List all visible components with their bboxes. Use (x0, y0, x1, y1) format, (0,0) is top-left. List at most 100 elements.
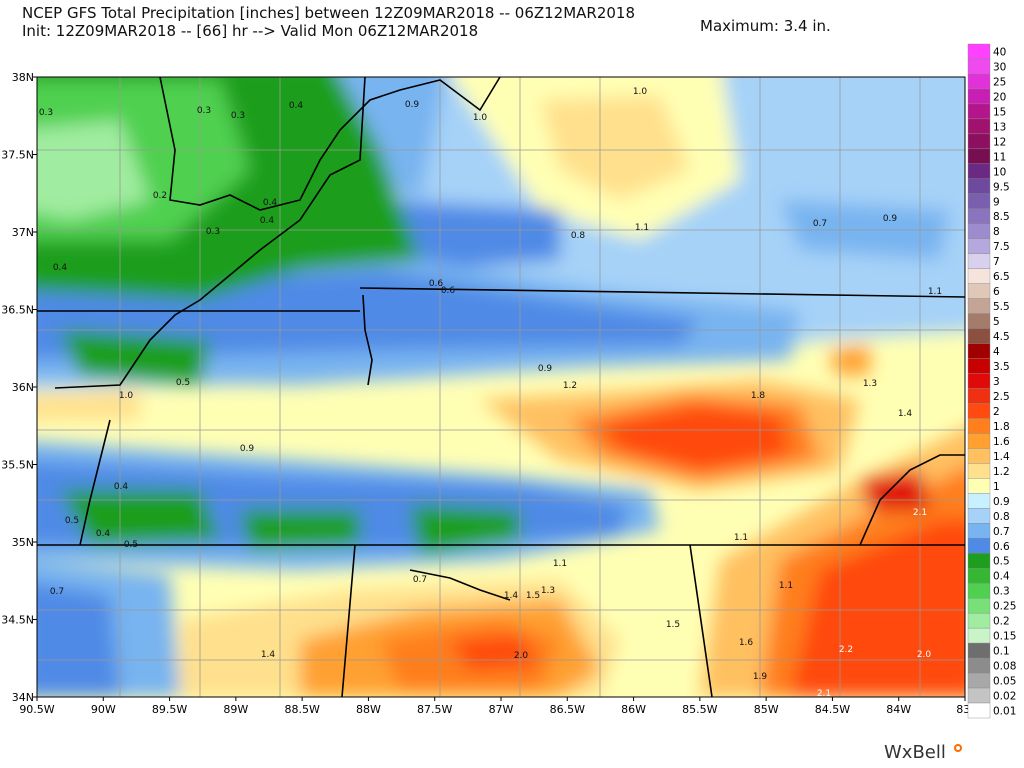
colorbar-swatch (967, 208, 991, 224)
colorbar-swatch (967, 568, 991, 584)
lat-label: 35.5N (1, 459, 34, 472)
colorbar-swatch (967, 657, 991, 674)
colorbar-label: 0.02 (993, 691, 1016, 703)
value-label: 0.4 (260, 216, 275, 226)
value-label: 1.5 (526, 591, 540, 601)
colorbar-swatch (967, 178, 991, 194)
colorbar-swatch (967, 583, 991, 599)
value-label: 0.7 (413, 575, 427, 585)
lat-label: 37.5N (1, 149, 34, 162)
colorbar-label: 4.5 (993, 331, 1010, 343)
colorbar-swatch (967, 58, 991, 75)
colorbar-swatch (967, 612, 991, 629)
colorbar-swatch (967, 433, 991, 449)
lon-label: 84W (886, 703, 911, 716)
value-label: 0.8 (571, 231, 586, 241)
colorbar-swatch (967, 253, 991, 269)
value-label: 0.3 (39, 108, 53, 118)
value-label: 1.0 (119, 391, 134, 401)
colorbar-label: 1.4 (993, 451, 1010, 463)
colorbar-swatch (967, 88, 991, 105)
colorbar-swatch (967, 493, 991, 509)
value-label: 2.2 (839, 645, 853, 655)
colorbar-label: 40 (993, 46, 1006, 58)
colorbar-label: 15 (993, 106, 1006, 118)
colorbar-swatch (967, 238, 991, 254)
lat-label: 36.5N (1, 304, 34, 317)
colorbar-label: 0.8 (993, 511, 1010, 523)
colorbar-label: 0.9 (993, 496, 1010, 508)
colorbar-swatch (967, 448, 991, 464)
colorbar-swatch (967, 418, 991, 434)
value-label: 0.4 (289, 101, 304, 111)
maximum: Maximum: 3.4 in. (700, 17, 831, 35)
value-label: 0.3 (231, 111, 245, 121)
colorbar-label: 0.25 (993, 601, 1016, 613)
colorbar-label: 2 (993, 406, 1000, 418)
colorbar-label: 5.5 (993, 301, 1010, 313)
lat-label: 36N (12, 381, 34, 394)
colorbar-label: 1 (993, 481, 1000, 493)
colorbar-swatch (967, 43, 991, 60)
value-label: 2.0 (917, 650, 932, 660)
value-label: 2.0 (514, 651, 529, 661)
value-label: 1.1 (553, 559, 567, 569)
colorbar-swatch (967, 403, 991, 419)
logo: WxBell (884, 742, 946, 763)
colorbar-swatch (967, 193, 991, 209)
value-label: 0.9 (538, 364, 553, 374)
lon-label: 85W (754, 703, 779, 716)
colorbar-label: 8 (993, 226, 1000, 238)
lon-label: 90.5W (19, 703, 54, 716)
colorbar-swatch (967, 358, 991, 374)
colorbar-label: 13 (993, 121, 1006, 133)
colorbar-swatch (967, 313, 991, 329)
value-label: 0.2 (153, 191, 167, 201)
colorbar-label: 1.8 (993, 421, 1010, 433)
lat-label: 34.5N (1, 614, 34, 627)
lon-label: 89W (223, 703, 248, 716)
colorbar-label: 2.5 (993, 391, 1010, 403)
value-label: 1.4 (261, 650, 276, 660)
value-label: 1.3 (541, 586, 555, 596)
colorbar-label: 3.5 (993, 361, 1010, 373)
value-label: 1.5 (666, 620, 680, 630)
value-label: 0.5 (176, 378, 190, 388)
colorbar-swatch (967, 133, 991, 150)
colorbar-swatch (967, 118, 991, 135)
colorbar-label: 0.15 (993, 631, 1016, 643)
value-label: 1.4 (898, 409, 913, 419)
value-label: 1.1 (779, 581, 793, 591)
value-label: 0.4 (53, 263, 68, 273)
value-label: 0.7 (813, 219, 827, 229)
lon-label: 88.5W (284, 703, 319, 716)
lon-label: 84.5W (815, 703, 850, 716)
value-label: 1.8 (751, 391, 766, 401)
lon-label: 87W (489, 703, 514, 716)
lat-label: 35N (12, 536, 34, 549)
value-label: 1.6 (739, 638, 754, 648)
colorbar-label: 5 (993, 316, 1000, 328)
colorbar-label: 0.6 (993, 541, 1010, 553)
colorbar-label: 10 (993, 166, 1006, 178)
colorbar-label: 0.7 (993, 526, 1010, 538)
title-line-1: NCEP GFS Total Precipitation [inches] be… (22, 4, 636, 22)
colorbar-label: 20 (993, 91, 1006, 103)
colorbar-swatch (967, 597, 991, 614)
value-label: 1.0 (473, 113, 488, 123)
value-label: 1.1 (635, 223, 649, 233)
title-line-2: Init: 12Z09MAR2018 -- [66] hr --> Valid … (22, 22, 479, 40)
colorbar: 4030252015131211109.598.587.576.565.554.… (967, 43, 1016, 719)
colorbar-label: 7.5 (993, 241, 1010, 253)
value-label: 1.0 (633, 87, 648, 97)
value-label: 0.5 (124, 540, 138, 550)
colorbar-label: 1.6 (993, 436, 1010, 448)
colorbar-label: 0.05 (993, 676, 1016, 688)
value-label: 1.1 (928, 287, 942, 297)
colorbar-swatch (967, 478, 991, 494)
value-label: 1.3 (863, 379, 877, 389)
colorbar-swatch (967, 463, 991, 479)
colorbar-label: 9.5 (993, 181, 1010, 193)
colorbar-swatch (967, 523, 991, 539)
